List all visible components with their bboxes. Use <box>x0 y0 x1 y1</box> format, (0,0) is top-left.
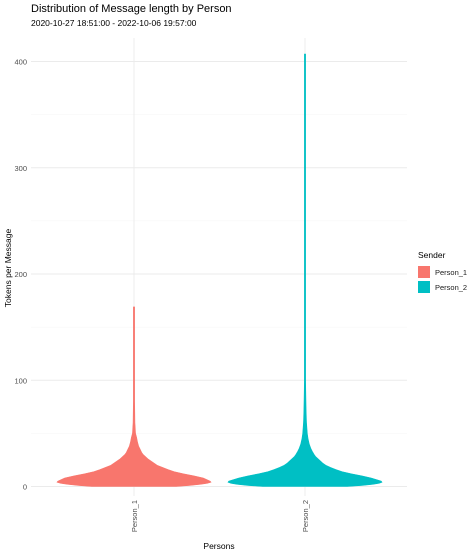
legend-item-person-2: Person_2 <box>418 280 467 294</box>
y-tick-label: 300 <box>14 164 27 173</box>
y-tick-label: 400 <box>14 58 27 67</box>
legend-label-person-2: Person_2 <box>435 282 468 292</box>
x-tick-label: Person_2 <box>301 500 310 532</box>
chart-title: Distribution of Message length by Person <box>31 3 232 15</box>
chart-subtitle: 2020-10-27 18:51:00 - 2022-10-06 19:57:0… <box>31 18 197 28</box>
legend-key-person-1 <box>418 266 430 278</box>
x-tick-label: Person_1 <box>130 500 139 532</box>
violin-person-2 <box>227 53 383 487</box>
y-axis-title: Tokens per Message <box>3 229 13 308</box>
legend-item-person-1: Person_1 <box>418 265 467 279</box>
x-axis-title: Persons <box>203 541 234 551</box>
legend-key-person-2 <box>418 281 430 293</box>
legend-title: Sender <box>418 250 446 260</box>
legend-label-person-1: Person_1 <box>435 267 468 277</box>
violin-person-1 <box>56 306 212 487</box>
y-tick-label: 200 <box>14 270 27 279</box>
y-tick-label: 0 <box>23 483 27 492</box>
y-tick-label: 100 <box>14 376 27 385</box>
legend: Sender Person_1 Person_2 <box>418 250 467 295</box>
